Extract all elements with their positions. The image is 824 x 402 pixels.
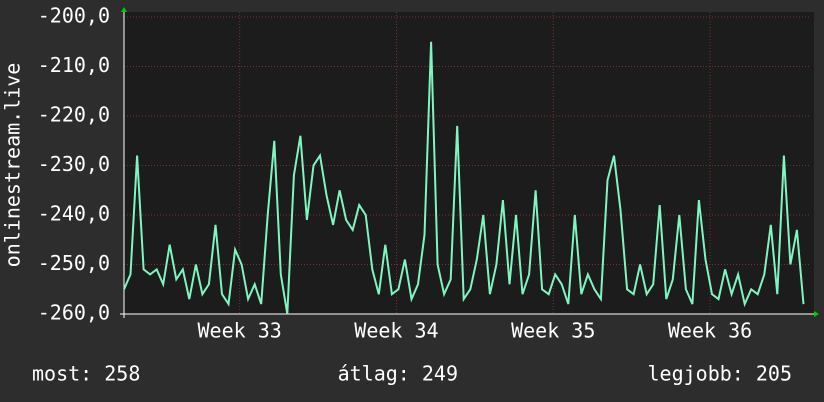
footer-average: átlag: 249 xyxy=(338,362,458,386)
axis-arrow xyxy=(814,311,819,317)
y-tick-label: -220,0 xyxy=(38,103,110,127)
plot-area xyxy=(124,12,814,314)
footer-best: legjobb: 205 xyxy=(648,362,793,386)
x-tick-label: Week 36 xyxy=(668,319,752,343)
y-tick-label: -210,0 xyxy=(38,53,110,77)
y-tick-label: -250,0 xyxy=(38,251,110,275)
x-tick-label: Week 35 xyxy=(511,319,595,343)
data-line xyxy=(123,41,805,315)
y-tick-label: -230,0 xyxy=(38,152,110,176)
x-tick-label: Week 34 xyxy=(354,319,438,343)
y-tick-label: -240,0 xyxy=(38,202,110,226)
axis-arrow xyxy=(121,7,127,12)
y-tick-label: -260,0 xyxy=(38,301,110,325)
x-tick-label: Week 33 xyxy=(197,319,281,343)
y-tick-label: -200,0 xyxy=(38,4,110,28)
footer-current: most: 258 xyxy=(32,362,140,386)
y-axis-label: onlinestream.live xyxy=(1,63,25,268)
